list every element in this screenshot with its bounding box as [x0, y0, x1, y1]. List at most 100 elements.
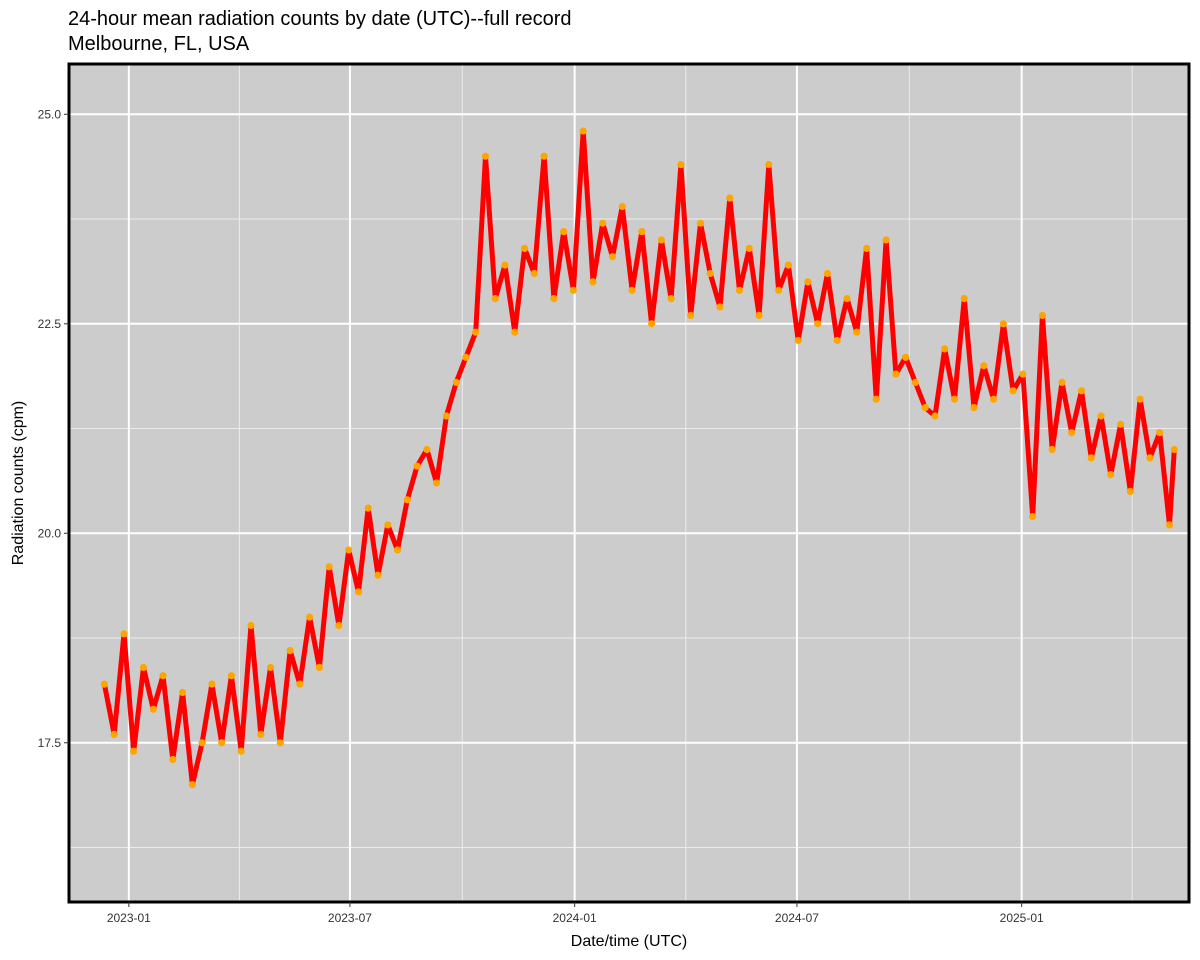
data-point: [315, 663, 323, 672]
data-point: [247, 621, 255, 630]
data-point: [892, 370, 900, 378]
data-point: [608, 253, 617, 261]
data-point: [384, 521, 392, 529]
data-point: [784, 261, 793, 269]
y-tick-label: 25.0: [38, 107, 62, 121]
data-point: [833, 336, 841, 345]
data-point: [1156, 429, 1164, 437]
data-point: [990, 395, 998, 403]
data-point: [775, 286, 783, 294]
data-point: [648, 320, 656, 328]
data-point: [540, 152, 548, 160]
data-point: [345, 546, 353, 554]
data-point: [276, 739, 284, 747]
data-point: [1126, 487, 1134, 495]
data-point: [130, 747, 138, 755]
data-point: [999, 320, 1008, 328]
data-point: [266, 663, 275, 672]
data-point: [726, 194, 734, 202]
x-tick-label: 2023-07: [328, 911, 372, 925]
grid-major: [69, 64, 1189, 902]
data-point: [481, 152, 490, 160]
data-point: [1058, 378, 1066, 386]
data-point: [941, 345, 949, 353]
data-point: [950, 395, 959, 403]
data-point: [921, 404, 929, 412]
data-point: [696, 219, 705, 227]
data-point: [227, 672, 235, 680]
y-axis: 17.5 20.0 22.5 25.0: [38, 107, 69, 750]
y-axis-label: Radiation counts (cpm): [10, 401, 27, 566]
data-point: [657, 236, 666, 244]
data-point: [1029, 512, 1037, 521]
data-point: [1009, 387, 1017, 395]
data-point: [814, 320, 822, 328]
data-point: [100, 680, 108, 688]
data-point: [472, 328, 480, 336]
data-point: [853, 328, 861, 336]
data-point: [1097, 412, 1105, 420]
data-point: [745, 244, 753, 252]
y-tick-label: 22.5: [38, 317, 62, 331]
data-point: [1048, 445, 1056, 454]
data-point: [911, 378, 920, 386]
data-point: [374, 571, 382, 579]
data-point: [1136, 395, 1144, 403]
data-point: [159, 672, 167, 680]
data-point: [501, 261, 509, 269]
data-point: [1170, 445, 1178, 454]
data-point: [188, 781, 196, 789]
data-point: [589, 278, 597, 286]
data-point: [306, 613, 314, 621]
data-point: [169, 755, 177, 764]
data-point: [677, 161, 685, 169]
data-point: [1087, 454, 1095, 462]
plot-border: [67, 62, 1191, 904]
data-point: [794, 336, 802, 345]
data-point: [218, 739, 226, 747]
data-point: [452, 378, 460, 386]
data-point: [413, 462, 421, 470]
x-axis: 2023-01 2023-07 2024-01 2024-07 2025-01: [107, 902, 1044, 925]
chart-subtitle: Melbourne, FL, USA: [68, 33, 250, 55]
data-point: [638, 228, 646, 236]
data-point: [579, 127, 587, 135]
data-point: [403, 496, 411, 504]
data-point: [198, 739, 206, 747]
data-point: [735, 286, 744, 294]
data-point: [1077, 387, 1086, 395]
data-point: [237, 747, 245, 755]
data-point: [863, 244, 871, 252]
x-tick-label: 2024-07: [775, 911, 819, 925]
data-point: [491, 295, 499, 303]
data-point: [296, 680, 304, 688]
data-point: [550, 295, 558, 303]
data-point: [511, 328, 519, 336]
data-point: [667, 295, 675, 303]
data-point: [286, 647, 294, 655]
data-point: [843, 295, 851, 303]
data-point: [1117, 420, 1125, 428]
chart-title: 24-hour mean radiation counts by date (U…: [68, 8, 572, 30]
data-point: [442, 412, 450, 420]
data-point: [1107, 471, 1115, 479]
x-tick-label: 2025-01: [1000, 911, 1044, 925]
data-point: [354, 588, 363, 596]
y-tick-label: 17.5: [38, 736, 62, 750]
data-point: [765, 161, 773, 169]
data-point: [139, 663, 148, 672]
data-point: [1165, 521, 1174, 529]
data-point: [931, 412, 939, 420]
data-point: [393, 546, 402, 554]
data-point: [716, 303, 724, 311]
data-point: [804, 278, 812, 286]
data-point: [120, 630, 128, 638]
data-point: [560, 228, 568, 236]
data-point: [433, 479, 441, 487]
data-point: [618, 202, 626, 211]
data-point: [1068, 429, 1076, 437]
data-point: [530, 269, 538, 278]
data-point: [980, 362, 988, 370]
plot-panel: [69, 64, 1189, 902]
